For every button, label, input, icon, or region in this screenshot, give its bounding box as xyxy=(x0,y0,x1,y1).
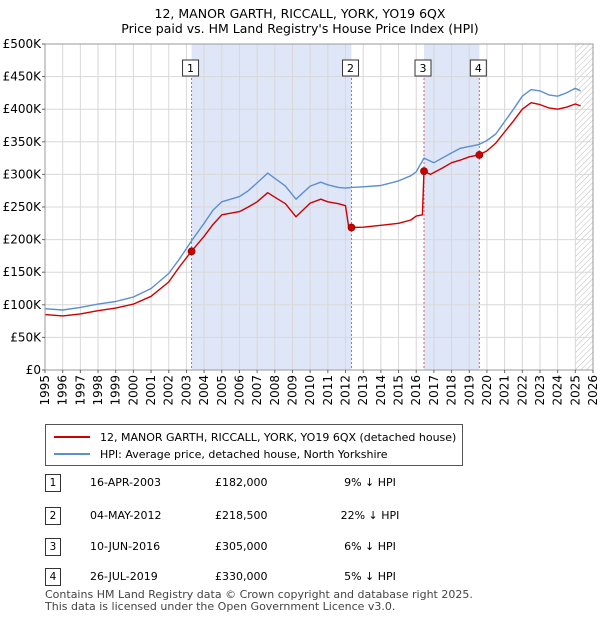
x-tick-label: 2021 xyxy=(498,375,512,406)
x-tick-label: 2019 xyxy=(462,375,476,406)
x-tick-label: 2004 xyxy=(197,375,211,406)
transaction-marker-box xyxy=(414,59,432,77)
y-tick-label: £400K xyxy=(3,102,43,116)
x-tick-label: 2015 xyxy=(392,375,406,406)
chart-title-line1: 12, MANOR GARTH, RICCALL, YORK, YO19 6QX xyxy=(154,6,446,21)
x-tick-label: 1998 xyxy=(91,375,105,406)
transaction-marker-label: 3 xyxy=(420,62,427,75)
table-row: 2 04-MAY-2012 £218,500 22% ↓ HPI xyxy=(45,507,585,525)
legend-item-hpi: HPI: Average price, detached house, Nort… xyxy=(54,446,388,462)
x-tick-label: 2022 xyxy=(515,375,529,406)
transaction-date: 26-JUL-2019 xyxy=(90,570,158,583)
x-tick-label: 2003 xyxy=(179,375,193,406)
transaction-price: £305,000 xyxy=(215,540,268,553)
footer-copyright: Contains HM Land Registry data © Crown c… xyxy=(45,588,473,601)
table-row: 4 26-JUL-2019 £330,000 5% ↓ HPI xyxy=(45,568,585,586)
y-tick-label: £300K xyxy=(3,167,43,181)
x-tick-label: 2014 xyxy=(374,375,388,406)
transaction-price: £330,000 xyxy=(215,570,268,583)
y-tick-label: £500K xyxy=(3,37,43,51)
x-tick-label: 2013 xyxy=(356,375,370,406)
transaction-marker-box xyxy=(342,59,360,77)
y-tick-label: £100K xyxy=(3,298,43,312)
footer: Contains HM Land Registry data © Crown c… xyxy=(45,589,473,613)
transaction-marker-label: 4 xyxy=(475,62,482,75)
transaction-hpi-diff: 9% ↓ HPI xyxy=(344,476,396,489)
transaction-hpi-diff: 6% ↓ HPI xyxy=(344,540,396,553)
x-tick-label: 2007 xyxy=(250,375,264,406)
y-tick-label: £200K xyxy=(3,233,43,247)
transaction-number: 1 xyxy=(45,474,61,492)
x-tick-label: 2010 xyxy=(303,375,317,406)
transaction-number: 2 xyxy=(45,507,61,525)
legend-item-property: 12, MANOR GARTH, RICCALL, YORK, YO19 6QX… xyxy=(54,429,456,445)
x-tick-label: 2025 xyxy=(568,375,582,406)
transaction-date: 10-JUN-2016 xyxy=(90,540,161,553)
x-tick-label: 2017 xyxy=(427,375,441,406)
x-tick-label: 1997 xyxy=(73,375,87,406)
transaction-marker-label: 1 xyxy=(187,62,194,75)
x-tick-label: 2024 xyxy=(551,375,565,406)
table-row: 3 10-JUN-2016 £305,000 6% ↓ HPI xyxy=(45,538,585,556)
x-tick-label: 2026 xyxy=(586,375,600,406)
chart-title-line2: Price paid vs. HM Land Registry's House … xyxy=(121,21,479,36)
transaction-date: 04-MAY-2012 xyxy=(90,509,162,522)
transaction-point xyxy=(187,247,196,256)
x-tick-label: 2005 xyxy=(215,375,229,406)
x-tick-label: 2020 xyxy=(480,375,494,406)
legend-label-property: 12, MANOR GARTH, RICCALL, YORK, YO19 6QX… xyxy=(100,430,457,444)
transaction-marker-label: 2 xyxy=(347,62,354,75)
y-tick-label: £250K xyxy=(3,200,43,214)
hpi-line xyxy=(45,87,581,311)
x-tick-label: 1996 xyxy=(56,375,70,406)
x-tick-label: 1995 xyxy=(38,375,52,406)
transaction-point xyxy=(420,167,428,176)
footer-licence: This data is licensed under the Open Gov… xyxy=(45,600,396,613)
legend-line-hpi-icon xyxy=(54,453,90,455)
transaction-number: 4 xyxy=(45,568,61,586)
transaction-point xyxy=(347,223,356,232)
transaction-point xyxy=(475,150,484,159)
x-tick-label: 2006 xyxy=(232,375,246,406)
legend: 12, MANOR GARTH, RICCALL, YORK, YO19 6QX… xyxy=(45,424,463,466)
x-tick-label: 2002 xyxy=(162,375,176,406)
transaction-marker-box xyxy=(182,59,200,77)
x-tick-label: 2012 xyxy=(339,375,353,406)
legend-line-property-icon xyxy=(54,436,90,438)
legend-label-hpi: HPI: Average price, detached house, Nort… xyxy=(100,447,388,461)
table-row: 1 16-APR-2003 £182,000 9% ↓ HPI xyxy=(45,474,585,492)
x-tick-label: 1999 xyxy=(109,375,123,406)
y-tick-label: £0 xyxy=(26,363,41,377)
x-tick-label: 2009 xyxy=(285,375,299,406)
transaction-date: 16-APR-2003 xyxy=(90,476,162,489)
x-tick-label: 2001 xyxy=(144,375,158,406)
y-tick-label: £150K xyxy=(3,265,43,279)
y-tick-label: £50K xyxy=(10,330,42,344)
x-tick-label: 2016 xyxy=(409,375,423,406)
transaction-number: 3 xyxy=(45,538,61,556)
transaction-hpi-diff: 5% ↓ HPI xyxy=(344,570,396,583)
y-tick-label: £450K xyxy=(3,70,43,84)
x-tick-label: 2011 xyxy=(321,375,335,406)
x-tick-label: 2018 xyxy=(445,375,459,406)
x-tick-label: 2023 xyxy=(533,375,547,406)
y-tick-label: £350K xyxy=(3,135,43,149)
x-tick-label: 2008 xyxy=(268,375,282,406)
x-tick-label: 2000 xyxy=(126,375,140,406)
transaction-price: £182,000 xyxy=(215,476,268,489)
transaction-price: £218,500 xyxy=(215,509,268,522)
transaction-hpi-diff: 22% ↓ HPI xyxy=(340,509,400,522)
price-chart: 1 2 3 4 £0 £50K £100K £150K £200K £250K £300K £350… xyxy=(3,37,600,406)
transaction-marker-box xyxy=(469,59,487,77)
